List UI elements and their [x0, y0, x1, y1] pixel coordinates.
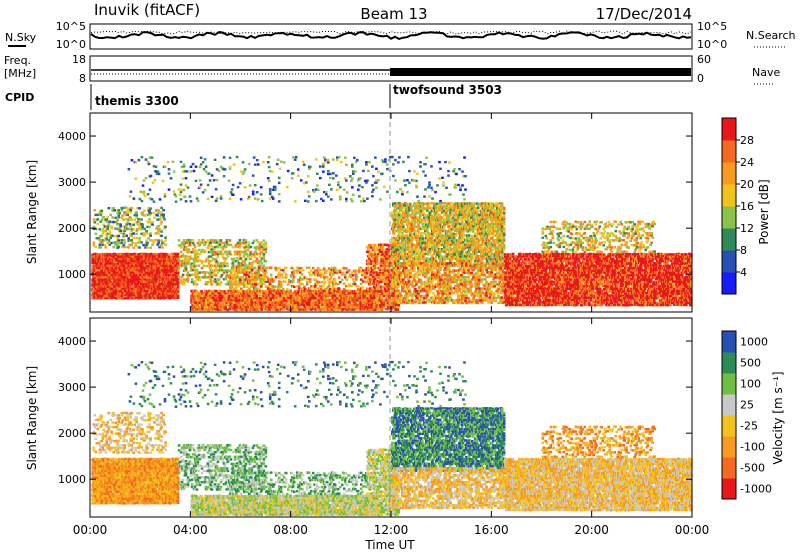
echo-cell — [108, 223, 111, 225]
freq-label-line1: Freq. — [4, 54, 31, 67]
echo-cell — [105, 246, 108, 248]
echo-cell — [177, 272, 180, 274]
echo-cell — [168, 253, 171, 255]
cpid-entry-twofsound: twofsound 3503 — [393, 83, 502, 97]
noise-tick-top-left: 10^5 — [56, 20, 86, 33]
echo-cell — [109, 237, 112, 239]
cpid-entry-themis: themis 3300 — [95, 94, 179, 108]
echo-cell — [107, 228, 110, 230]
echo-cell — [100, 246, 103, 248]
echo-cell — [95, 246, 98, 248]
figure-title: Inuvik (fitACF) — [94, 1, 200, 19]
echo-cell — [107, 225, 110, 227]
echo-cell — [103, 216, 106, 218]
nave-tick-top: 60 — [697, 53, 711, 66]
echo-cell — [106, 235, 109, 237]
echo-cell — [177, 253, 180, 255]
echo-cell — [108, 239, 111, 241]
echo-cell — [101, 210, 104, 212]
echo-cell — [177, 290, 180, 292]
echo-cell — [101, 219, 104, 221]
nave-tick-bottom: 0 — [697, 72, 704, 85]
date-label: 17/Dec/2014 — [596, 5, 692, 23]
echo-cell — [109, 221, 112, 223]
nsearch-label: N.Search — [746, 29, 796, 42]
echo-cell — [97, 214, 100, 216]
echo-cell — [155, 283, 158, 285]
echo-cell — [93, 242, 96, 244]
echo-cell — [177, 274, 180, 276]
echo-cell — [177, 264, 180, 266]
noise-tick-top-right: 10^5 — [697, 20, 727, 33]
echo-cell — [99, 239, 102, 241]
cpid-label: CPID — [5, 91, 34, 104]
nave-label: Nave — [752, 66, 780, 79]
nsky-label: N.Sky — [5, 31, 37, 44]
noise-panel: 10^5 10^0 10^5 10^0 N.Sky N.Search — [5, 20, 796, 51]
echo-cell — [177, 281, 180, 283]
echo-cell — [101, 235, 104, 237]
freq-label-line2: [MHz] — [4, 67, 36, 80]
power-scatter-cells — [91, 156, 692, 311]
echo-cell — [94, 221, 97, 223]
echo-cell — [95, 233, 98, 235]
echo-cell — [177, 295, 180, 297]
echo-cell — [113, 209, 116, 211]
beam-label: Beam 13 — [360, 5, 427, 23]
frequency-panel: Freq. [MHz] 18 8 60 0 Nave — [4, 53, 780, 85]
echo-cell — [95, 269, 98, 271]
echo-cell — [112, 207, 115, 209]
echo-cell — [114, 217, 117, 219]
echo-cell — [111, 216, 114, 218]
noise-tick-bottom-right: 10^0 — [697, 38, 727, 51]
echo-cell — [144, 276, 147, 278]
echo-cell — [97, 223, 100, 225]
echo-cell — [108, 207, 111, 209]
power-panel: 1000200030004000 Slant Range [km] 481216… — [25, 113, 771, 312]
echo-cell — [99, 228, 102, 230]
nave-block-twofsound — [390, 68, 691, 76]
noise-sky-trace — [91, 32, 691, 39]
echo-cell — [102, 232, 105, 234]
echo-cell — [97, 218, 100, 220]
noise-tick-bottom-left: 10^0 — [56, 38, 86, 51]
radar-summary-figure: Inuvik (fitACF) Beam 13 17/Dec/2014 10^5… — [0, 0, 800, 554]
echo-cell — [106, 219, 109, 221]
echo-cell — [109, 230, 112, 232]
echo-cell — [109, 214, 112, 216]
echo-cell — [116, 237, 119, 239]
freq-tick-bottom: 8 — [79, 72, 86, 85]
noise-search-trace — [91, 31, 691, 34]
echo-cell — [177, 269, 180, 271]
echo-cell — [177, 288, 180, 290]
echo-cell — [177, 286, 180, 288]
echo-cell — [94, 209, 97, 211]
echo-cell — [104, 244, 107, 246]
echo-cell — [110, 226, 113, 228]
echo-cell — [100, 214, 103, 216]
echo-cell — [107, 216, 110, 218]
freq-tick-top: 18 — [72, 53, 86, 66]
echo-cell — [102, 228, 105, 230]
echo-cell — [102, 241, 105, 243]
echo-cell — [112, 246, 115, 248]
cpid-panel: CPID themis 3300 twofsound 3503 — [5, 83, 502, 110]
echo-cell — [93, 218, 96, 220]
